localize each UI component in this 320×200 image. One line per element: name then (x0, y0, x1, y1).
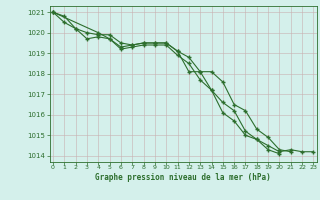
X-axis label: Graphe pression niveau de la mer (hPa): Graphe pression niveau de la mer (hPa) (95, 173, 271, 182)
